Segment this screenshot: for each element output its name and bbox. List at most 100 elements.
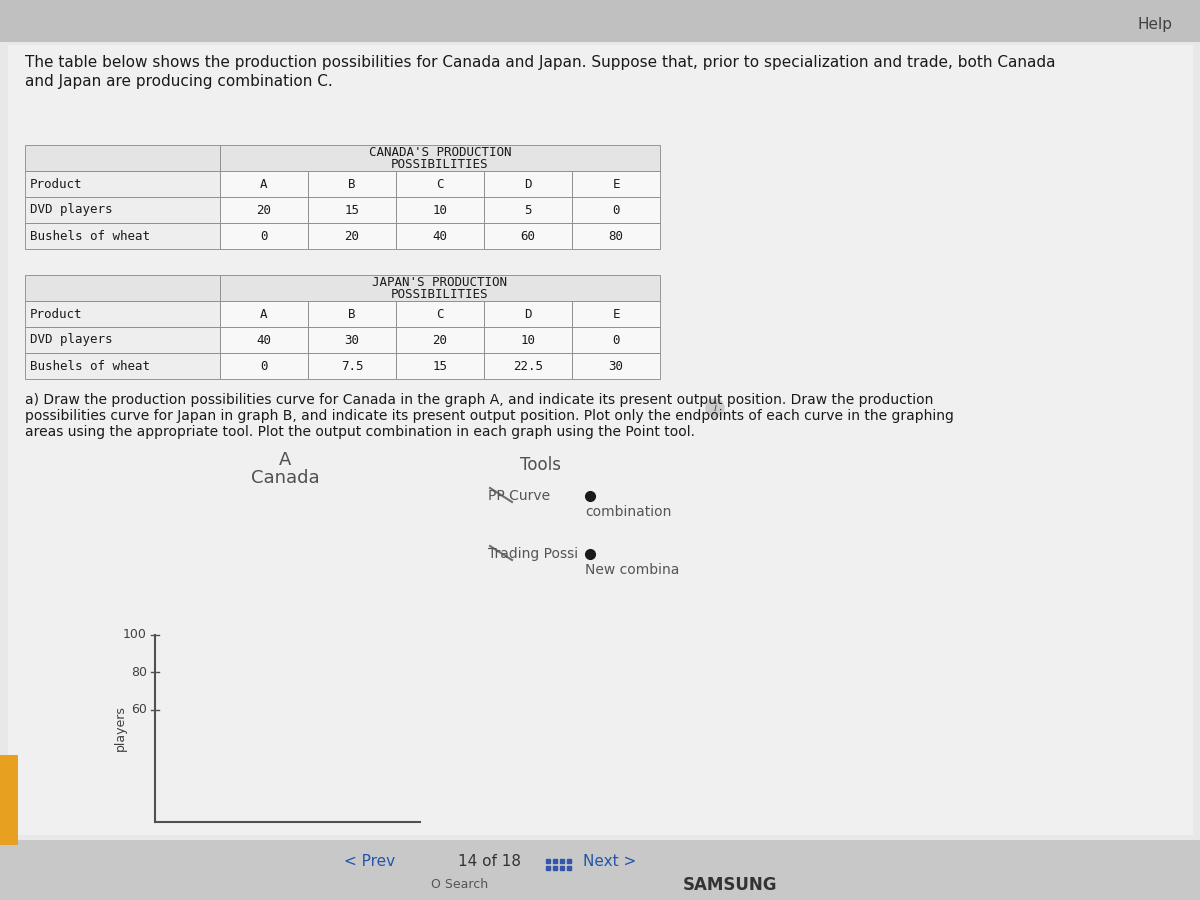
- Bar: [0, 42, 1200, 840]
- Text: 20: 20: [432, 334, 448, 346]
- Bar: [25, 223, 220, 249]
- Bar: [396, 353, 484, 379]
- Text: 15: 15: [432, 359, 448, 373]
- Bar: [396, 171, 484, 197]
- Bar: [484, 197, 572, 223]
- Bar: [220, 171, 308, 197]
- Text: POSSIBILITIES: POSSIBILITIES: [391, 158, 488, 170]
- Text: players: players: [114, 706, 126, 752]
- Bar: [308, 197, 396, 223]
- Bar: [572, 223, 660, 249]
- Text: POSSIBILITIES: POSSIBILITIES: [391, 287, 488, 301]
- Text: Next >: Next >: [583, 854, 637, 869]
- Text: 0: 0: [260, 359, 268, 373]
- Text: < Prev: < Prev: [344, 854, 396, 869]
- Bar: [8, 45, 1193, 835]
- Text: New combina: New combina: [586, 563, 679, 577]
- Text: 30: 30: [608, 359, 624, 373]
- Text: 40: 40: [432, 230, 448, 242]
- Bar: [25, 301, 220, 327]
- Text: A: A: [260, 177, 268, 191]
- Bar: [484, 223, 572, 249]
- Bar: [25, 353, 220, 379]
- Text: 15: 15: [344, 203, 360, 217]
- Text: JAPAN'S PRODUCTION: JAPAN'S PRODUCTION: [372, 276, 508, 290]
- Bar: [0, 755, 18, 845]
- Text: Trading Possi: Trading Possi: [488, 547, 578, 561]
- Bar: [308, 171, 396, 197]
- Text: C: C: [437, 177, 444, 191]
- Circle shape: [706, 399, 724, 417]
- Bar: [25, 145, 220, 171]
- Text: A: A: [260, 308, 268, 320]
- Text: and Japan are producing combination C.: and Japan are producing combination C.: [25, 74, 332, 89]
- Bar: [396, 327, 484, 353]
- Bar: [0, 0, 1200, 42]
- Bar: [484, 171, 572, 197]
- Bar: [220, 223, 308, 249]
- Text: D: D: [524, 308, 532, 320]
- Bar: [308, 327, 396, 353]
- Text: 14 of 18: 14 of 18: [458, 854, 522, 869]
- Bar: [308, 223, 396, 249]
- Text: a) Draw the production possibilities curve for Canada in the graph A, and indica: a) Draw the production possibilities cur…: [25, 393, 934, 407]
- Text: E: E: [612, 177, 619, 191]
- Text: 100: 100: [124, 628, 148, 642]
- Text: 22.5: 22.5: [514, 359, 542, 373]
- Bar: [572, 353, 660, 379]
- Bar: [220, 197, 308, 223]
- Text: 30: 30: [344, 334, 360, 346]
- Text: DVD players: DVD players: [30, 334, 113, 346]
- Text: 60: 60: [521, 230, 535, 242]
- Bar: [396, 223, 484, 249]
- Text: 7.5: 7.5: [341, 359, 364, 373]
- Bar: [0, 840, 1200, 900]
- Bar: [572, 301, 660, 327]
- Text: O Search: O Search: [432, 878, 488, 892]
- Text: PP Curve: PP Curve: [488, 489, 550, 503]
- Bar: [572, 171, 660, 197]
- Bar: [25, 327, 220, 353]
- Text: D: D: [524, 177, 532, 191]
- Bar: [308, 353, 396, 379]
- Text: 10: 10: [432, 203, 448, 217]
- Bar: [25, 275, 220, 301]
- Text: possibilities curve for Japan in graph B, and indicate its present output positi: possibilities curve for Japan in graph B…: [25, 409, 954, 423]
- Bar: [220, 353, 308, 379]
- Text: 20: 20: [344, 230, 360, 242]
- Text: Help: Help: [1138, 17, 1172, 32]
- Text: areas using the appropriate tool. Plot the output combination in each graph usin: areas using the appropriate tool. Plot t…: [25, 425, 695, 439]
- Text: Canada: Canada: [251, 469, 319, 487]
- Text: Product: Product: [30, 308, 83, 320]
- Text: C: C: [437, 308, 444, 320]
- Text: 80: 80: [131, 666, 148, 679]
- Bar: [220, 301, 308, 327]
- Bar: [220, 275, 660, 301]
- Text: 80: 80: [608, 230, 624, 242]
- Text: 5: 5: [524, 203, 532, 217]
- Text: Tools: Tools: [520, 456, 560, 474]
- Bar: [308, 301, 396, 327]
- Text: B: B: [348, 308, 355, 320]
- Text: 0: 0: [612, 334, 619, 346]
- Text: 10: 10: [521, 334, 535, 346]
- Text: 0: 0: [260, 230, 268, 242]
- Bar: [396, 197, 484, 223]
- Text: combination: combination: [586, 505, 671, 519]
- Text: i: i: [714, 403, 716, 413]
- Text: A: A: [278, 451, 292, 469]
- Text: Bushels of wheat: Bushels of wheat: [30, 230, 150, 242]
- Text: DVD players: DVD players: [30, 203, 113, 217]
- Bar: [396, 301, 484, 327]
- Text: B: B: [348, 177, 355, 191]
- Bar: [220, 145, 660, 171]
- Text: SAMSUNG: SAMSUNG: [683, 876, 778, 894]
- Bar: [484, 301, 572, 327]
- Text: Bushels of wheat: Bushels of wheat: [30, 359, 150, 373]
- Text: The table below shows the production possibilities for Canada and Japan. Suppose: The table below shows the production pos…: [25, 55, 1056, 70]
- Bar: [484, 327, 572, 353]
- Bar: [25, 197, 220, 223]
- Bar: [572, 327, 660, 353]
- Bar: [25, 171, 220, 197]
- Text: E: E: [612, 308, 619, 320]
